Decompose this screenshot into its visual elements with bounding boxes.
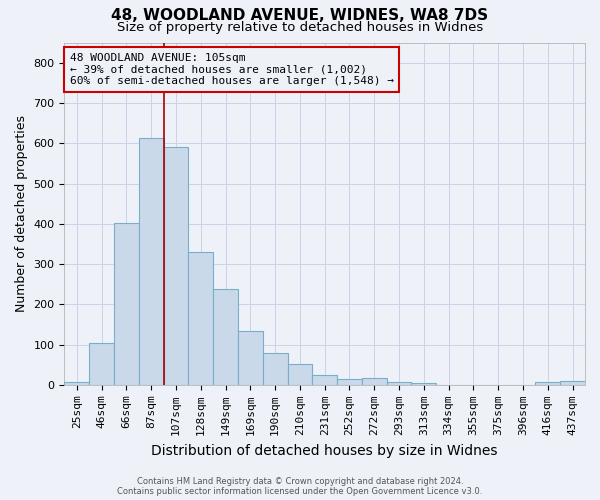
Bar [64,382,89,385]
Bar [188,252,213,385]
Bar [560,381,585,385]
Text: 48 WOODLAND AVENUE: 105sqm
← 39% of detached houses are smaller (1,002)
60% of s: 48 WOODLAND AVENUE: 105sqm ← 39% of deta… [70,53,394,86]
Bar [535,382,560,385]
Bar [412,384,436,385]
Bar [238,330,263,385]
Bar [263,353,287,385]
Text: Contains HM Land Registry data © Crown copyright and database right 2024.
Contai: Contains HM Land Registry data © Crown c… [118,476,482,496]
Bar [287,364,313,385]
Bar [386,382,412,385]
Bar [337,379,362,385]
Text: Size of property relative to detached houses in Widnes: Size of property relative to detached ho… [117,21,483,34]
Text: 48, WOODLAND AVENUE, WIDNES, WA8 7DS: 48, WOODLAND AVENUE, WIDNES, WA8 7DS [112,8,488,22]
Bar [89,342,114,385]
Bar [114,222,139,385]
Bar [313,376,337,385]
Bar [213,290,238,385]
Bar [164,147,188,385]
Y-axis label: Number of detached properties: Number of detached properties [15,115,28,312]
Bar [362,378,386,385]
X-axis label: Distribution of detached houses by size in Widnes: Distribution of detached houses by size … [151,444,498,458]
Bar [139,138,164,385]
